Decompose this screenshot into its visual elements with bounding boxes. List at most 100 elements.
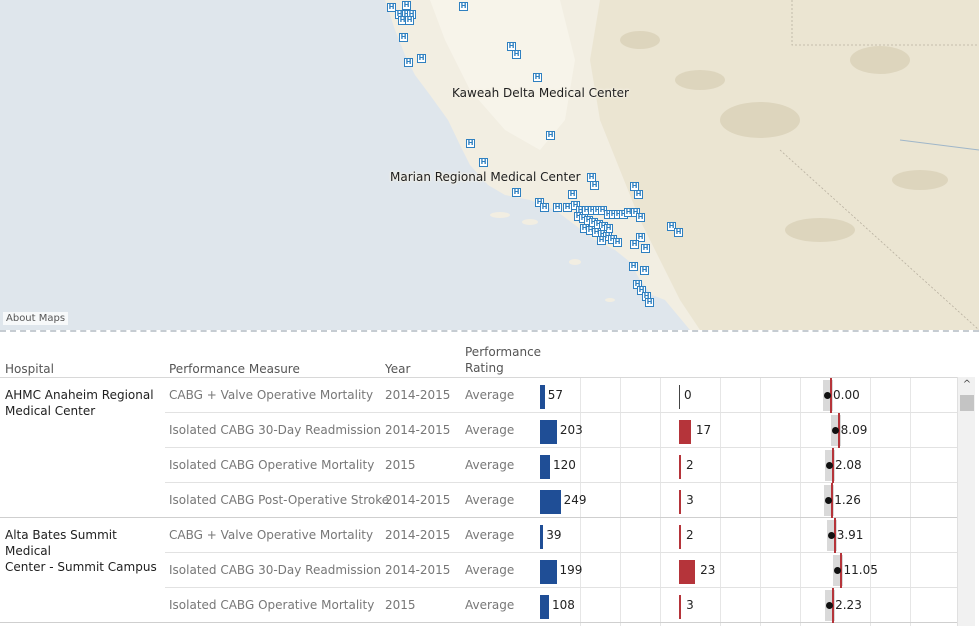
cases-bar[interactable] [540,525,544,549]
about-maps-link[interactable]: About Maps [3,312,69,325]
row-separator [0,622,957,623]
hospital-name[interactable]: AHMC Anaheim Regional Medical Center [5,387,165,419]
hospital-marker-icon[interactable]: H [613,238,622,247]
hospital-marker-icon[interactable]: H [466,139,475,148]
hospital-marker-icon[interactable]: H [512,50,521,59]
rate-marker[interactable] [831,427,839,434]
hospital-map[interactable]: Kaweah Delta Medical Center Marian Regio… [0,0,979,330]
hospital-marker-icon[interactable]: H [631,208,640,217]
rate-reference-line [833,518,836,553]
rate-reference-line [832,588,835,623]
cases-bar[interactable] [540,385,545,409]
pane-divider[interactable] [0,330,979,334]
table-row[interactable]: Isolated CABG Post-Operative Stroke 2014-… [0,483,957,518]
rate-value: 1.26 [834,493,861,507]
hospital-marker-icon[interactable]: H [630,240,639,249]
hospital-marker-icon[interactable]: H [507,42,516,51]
hospital-marker-icon[interactable]: H [674,228,683,237]
rate-marker[interactable] [825,497,833,504]
hospital-marker-icon[interactable]: H [459,2,468,11]
hospital-name-line2: Center - Summit Campus [5,560,157,574]
hospital-marker-icon[interactable]: H [540,203,549,212]
events-bar[interactable] [679,560,696,584]
rate-marker[interactable] [825,462,833,469]
events-axis-line [679,385,680,409]
hospital-marker-icon[interactable]: H [629,262,638,271]
grid-line [870,378,871,626]
table-row[interactable]: Alta Bates Summit Medical Center - Summit… [0,518,957,574]
performance-rating: Average [465,388,515,402]
hospital-marker-icon[interactable]: H [597,236,606,245]
performance-rating: Average [465,528,515,542]
hospital-marker-icon[interactable]: H [535,198,544,207]
rate-marker[interactable] [827,532,835,539]
events-value: 2 [686,458,694,472]
grid-line [910,378,911,626]
hospital-marker-icon[interactable]: H [479,158,488,167]
events-bar[interactable] [679,455,681,479]
cases-value: 249 [563,493,587,507]
hospital-marker-icon[interactable]: H [571,201,580,210]
hospital-marker-icon[interactable]: H [546,131,555,140]
grid-line [660,378,661,626]
hospital-marker-icon[interactable]: H [640,266,649,275]
events-bar[interactable] [679,490,682,514]
rate-value: 2.08 [834,458,862,472]
hospital-marker-icon[interactable]: H [402,1,411,10]
hospital-marker-icon[interactable]: H [399,33,408,42]
year: 2014-2015 [385,423,451,437]
table-row[interactable]: Isolated CABG 30-Day Readmission 2014-201… [0,413,957,448]
rate-marker[interactable] [834,567,842,574]
header-hospital[interactable]: Hospital [5,362,54,376]
performance-measure: Isolated CABG Post-Operative Stroke [169,493,390,507]
performance-rating: Average [465,493,515,507]
cases-bar[interactable] [540,455,550,479]
hospital-marker-icon[interactable]: H [404,58,413,67]
rate-marker[interactable] [826,602,834,609]
hospital-marker-icon[interactable]: H [387,3,396,12]
hospital-marker-icon[interactable]: H [512,188,521,197]
hospital-marker-icon[interactable]: H [533,73,542,82]
chevron-up-icon[interactable]: ^ [962,379,972,390]
hospital-marker-icon[interactable]: H [634,190,643,199]
grid-line [800,378,801,626]
table-scrollbar[interactable]: ^ [957,377,975,626]
header-performance-rating[interactable]: Performance Rating [465,344,541,376]
year: 2014-2015 [385,388,451,402]
events-bar[interactable] [679,525,681,549]
hospital-marker-icon[interactable]: H [568,190,577,199]
events-bar[interactable] [679,595,682,619]
table-row[interactable]: Isolated CABG 30-Day Readmission 2014-201… [0,553,957,588]
hospital-marker-icon[interactable]: H [667,222,676,231]
cases-value: 108 [551,598,575,612]
rate-marker[interactable] [824,392,831,399]
hospital-marker-icon[interactable]: H [641,244,650,253]
cases-bar[interactable] [540,595,549,619]
table-row[interactable]: Isolated CABG Operative Mortality 2015 Ave… [0,448,957,483]
year: 2015 [385,458,416,472]
hospital-marker-icon[interactable]: H [553,203,562,212]
hospital-name[interactable]: Alta Bates Summit Medical Center - Summit… [5,527,165,575]
header-year[interactable]: Year [385,362,411,376]
header-rating-line1: Performance [465,345,542,359]
scrollbar-thumb[interactable] [960,395,974,411]
table-row[interactable]: Isolated CABG Operative Mortality 2015 Ave… [0,588,957,623]
hospital-marker-icon[interactable]: H [590,181,599,190]
events-value: 3 [686,598,694,612]
cases-bar[interactable] [540,490,561,514]
hospital-marker-icon[interactable]: H [405,16,414,25]
cases-bar[interactable] [540,560,557,584]
grid-line [720,378,721,626]
rate-reference-line [840,553,843,588]
cases-bar[interactable] [540,420,557,444]
row-separator [0,517,957,518]
table-row[interactable]: AHMC Anaheim Regional Medical Center CABG … [0,378,957,418]
hospital-marker-icon[interactable]: H [637,286,646,295]
hospital-marker-icon[interactable]: H [645,298,654,307]
row-separator [165,552,957,553]
hospital-marker-icon[interactable]: H [636,213,645,222]
hospital-marker-icon[interactable]: H [636,233,645,242]
events-bar[interactable] [679,420,691,444]
hospital-marker-icon[interactable]: H [417,54,426,63]
header-performance-measure[interactable]: Performance Measure [169,362,300,376]
